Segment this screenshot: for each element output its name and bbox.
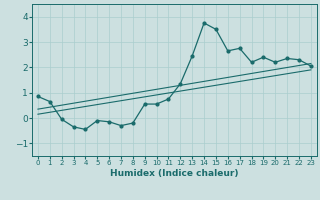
X-axis label: Humidex (Indice chaleur): Humidex (Indice chaleur) [110,169,239,178]
